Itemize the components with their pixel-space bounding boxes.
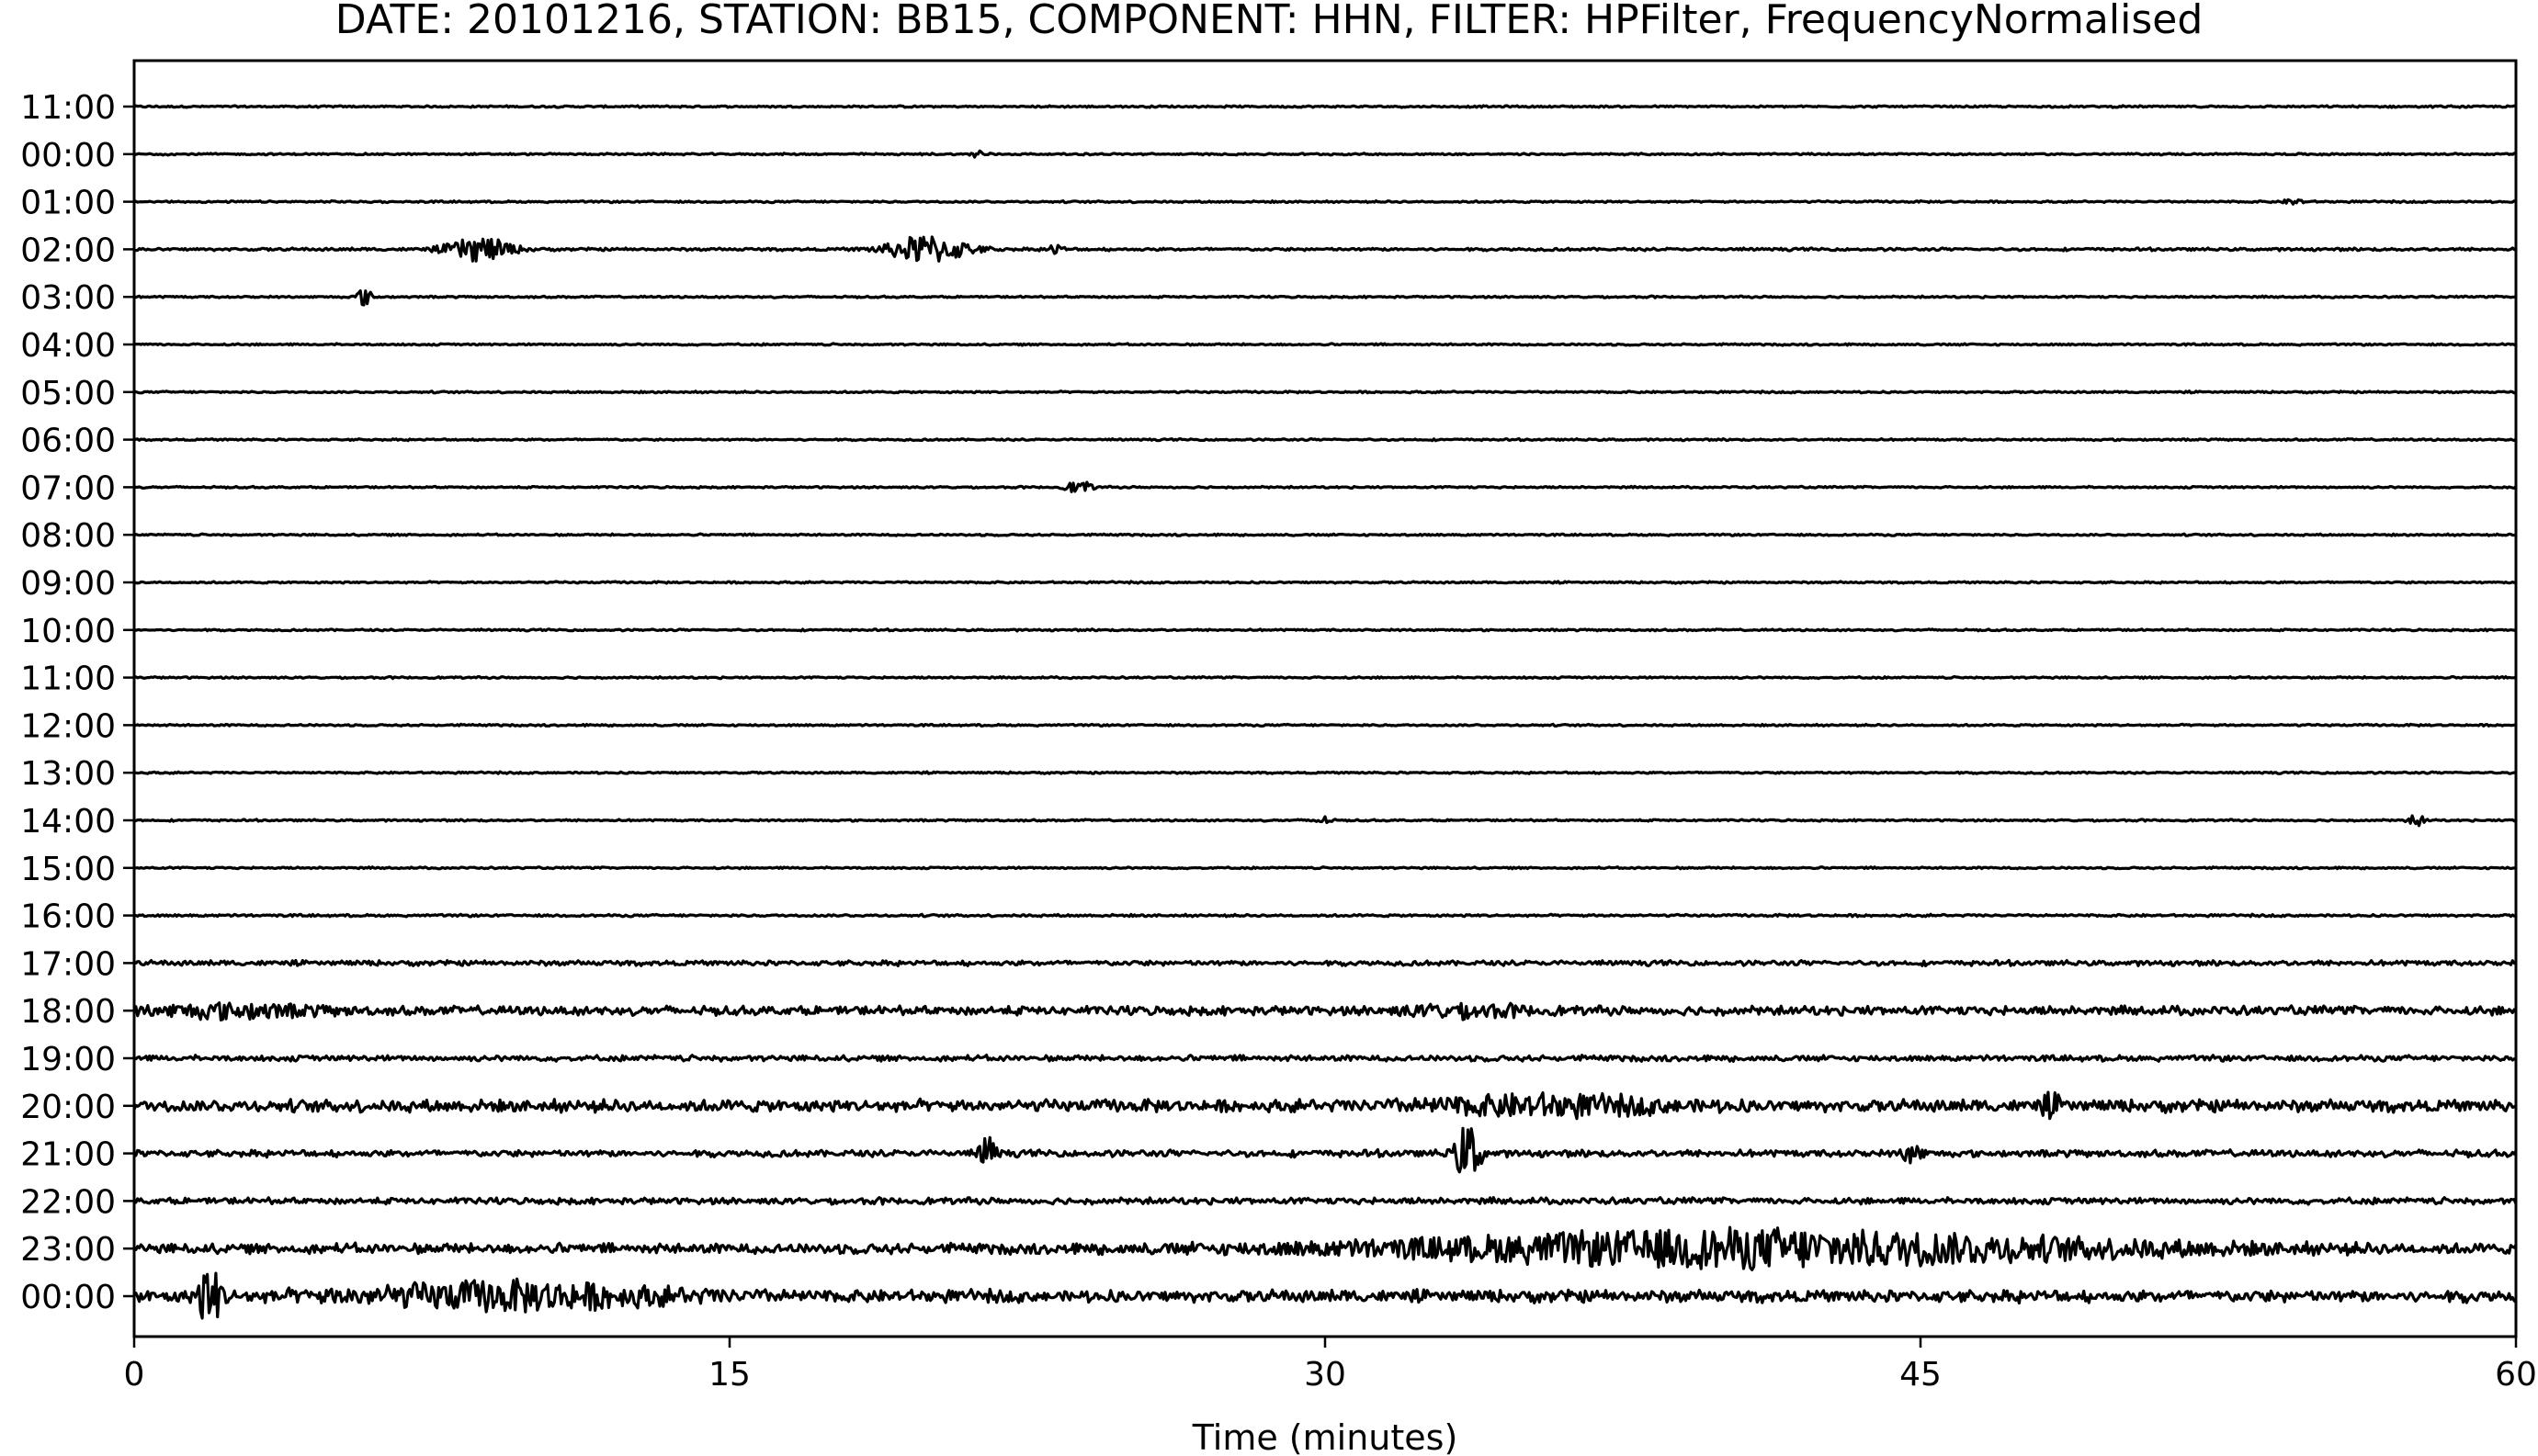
trace-line (133, 722, 2517, 728)
trace-line (133, 1196, 2518, 1206)
y-tick-label: 16:00 (20, 898, 116, 936)
y-tick-label: 02:00 (20, 231, 116, 269)
y-tick-label: 18:00 (20, 993, 116, 1031)
trace-line (133, 235, 2517, 263)
trace-line (134, 674, 2517, 681)
trace-line (133, 1054, 2517, 1063)
trace-line (133, 814, 2517, 828)
x-tick-label: 45 (1899, 1356, 1942, 1394)
y-tick-label: 14:00 (20, 803, 116, 841)
x-axis-label: Time (minutes) (1192, 1417, 1458, 1456)
trace-line (132, 1271, 2518, 1320)
y-tick-label: 07:00 (20, 469, 116, 507)
trace-line (133, 770, 2517, 775)
y-tick-label: 11:00 (20, 660, 116, 698)
trace-line (133, 342, 2517, 347)
y-tick-label: 11:00 (20, 89, 116, 127)
y-tick-label: 20:00 (20, 1089, 116, 1126)
trace-line (133, 958, 2517, 967)
y-tick-label: 23:00 (20, 1231, 116, 1269)
trace-line (133, 580, 2517, 585)
trace-line (133, 149, 2517, 159)
y-axis-ticks: 11:00 00:00 01:00 02:00 03:00 04:00 05:00 06:00… (20, 89, 134, 1316)
trace-line (133, 1126, 2518, 1174)
y-tick-label: 08:00 (20, 517, 116, 555)
trace-line (133, 480, 2518, 493)
trace-line (133, 436, 2517, 443)
trace-line (133, 389, 2517, 395)
trace-line (133, 1225, 2518, 1271)
y-tick-label: 15:00 (20, 851, 116, 888)
y-tick-label: 01:00 (20, 185, 116, 222)
y-tick-label: 00:00 (20, 1279, 116, 1316)
trace-group (132, 104, 2518, 1320)
x-tick-label: 0 (124, 1356, 145, 1394)
y-tick-label: 03:00 (20, 279, 116, 317)
trace-line (133, 627, 2517, 633)
trace-line (133, 865, 2517, 871)
y-tick-label: 21:00 (20, 1136, 116, 1174)
trace-line (133, 912, 2517, 919)
plot-frame (132, 59, 2518, 1338)
y-tick-label: 10:00 (20, 613, 116, 650)
y-tick-label: 13:00 (20, 755, 116, 793)
y-tick-label: 17:00 (20, 945, 116, 983)
trace-line (132, 1090, 2517, 1121)
y-tick-label: 22:00 (20, 1183, 116, 1221)
chart-title: DATE: 20101216, STATION: BB15, COMPONENT… (335, 0, 2204, 43)
trace-line (133, 532, 2517, 537)
x-tick-label: 30 (1304, 1356, 1346, 1394)
y-tick-label: 04:00 (20, 327, 116, 365)
y-tick-label: 00:00 (20, 137, 116, 175)
x-tick-label: 15 (708, 1356, 751, 1394)
y-tick-label: 06:00 (20, 423, 116, 460)
trace-line (133, 289, 2517, 307)
x-tick-label: 60 (2495, 1356, 2537, 1394)
y-tick-label: 05:00 (20, 375, 116, 412)
trace-line (132, 1001, 2518, 1021)
y-tick-label: 12:00 (20, 707, 116, 745)
y-tick-label: 09:00 (20, 565, 116, 603)
trace-line (133, 104, 2517, 109)
y-tick-label: 19:00 (20, 1041, 116, 1078)
x-axis-ticks: 0 15 30 45 60 (124, 1337, 2537, 1394)
trace-line (133, 198, 2517, 206)
